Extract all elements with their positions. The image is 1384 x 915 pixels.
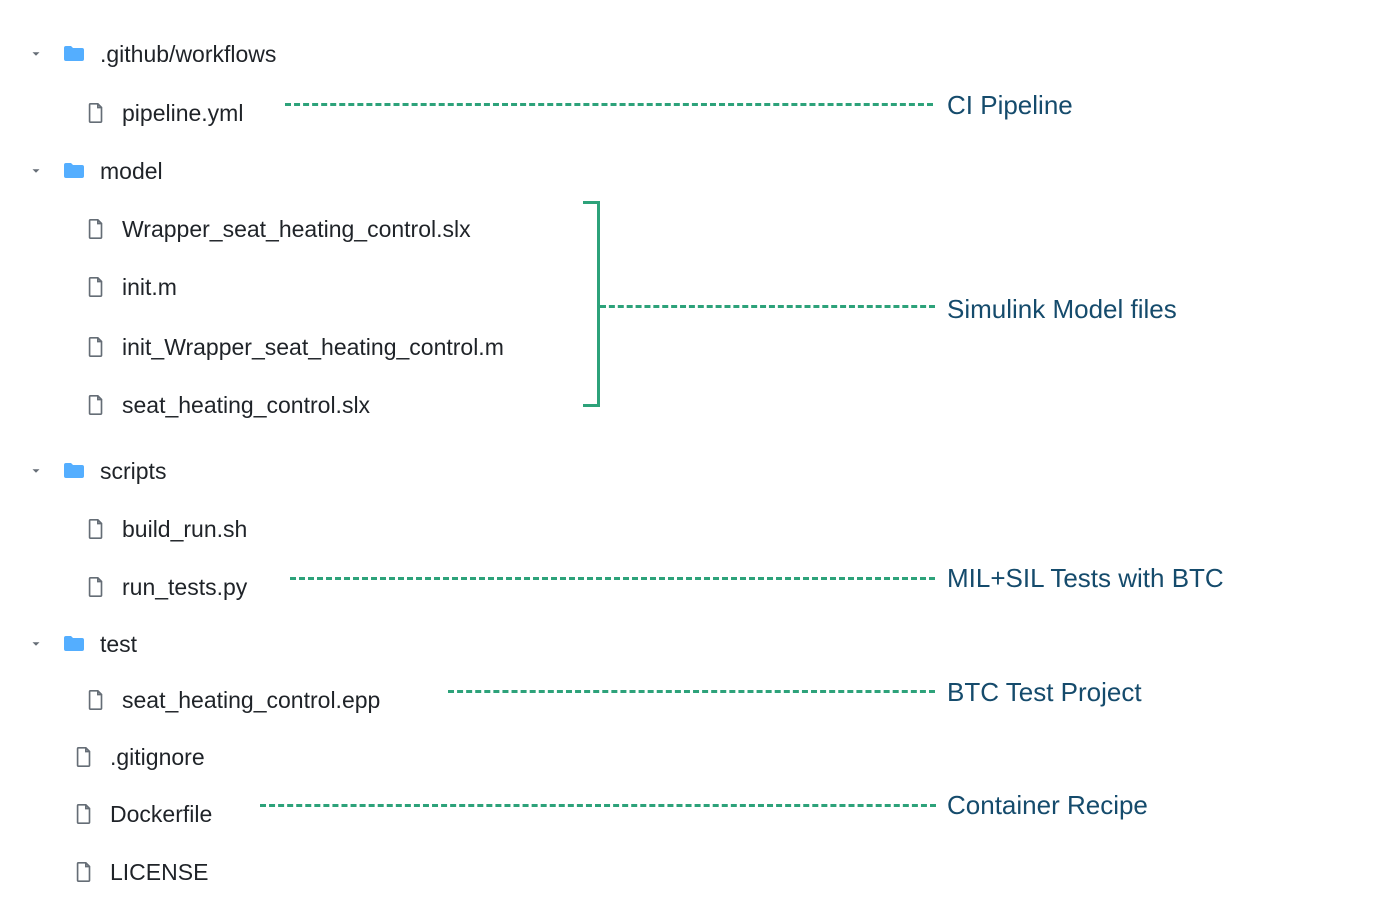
folder-row-github-workflows[interactable]: .github/workflows [20,38,276,70]
connector-pipeline [285,103,933,106]
annotation-ci-pipeline: CI Pipeline [947,90,1073,121]
file-icon [82,102,110,124]
file-icon [70,803,98,825]
file-label: .gitignore [110,744,205,771]
bracket-vertical [597,201,600,407]
file-label: seat_heating_control.slx [122,392,370,419]
folder-label: .github/workflows [100,41,276,68]
file-row-dockerfile[interactable]: Dockerfile [20,798,212,830]
chevron-down-icon [28,163,44,179]
file-tree-diagram: .github/workflows pipeline.yml model Wra… [20,20,1364,895]
file-row-gitignore[interactable]: .gitignore [20,741,205,773]
folder-row-test[interactable]: test [20,628,137,660]
file-label: run_tests.py [122,574,247,601]
bracket-top-tick [583,201,600,204]
folder-label: scripts [100,458,166,485]
file-icon [82,394,110,416]
connector-run-tests [290,577,935,580]
annotation-mil-sil-tests: MIL+SIL Tests with BTC [947,563,1224,594]
connector-dockerfile [260,804,936,807]
file-label: Dockerfile [110,801,212,828]
folder-icon [60,459,88,483]
folder-label: model [100,158,163,185]
bracket-bottom-tick [583,404,600,407]
file-row-wrapper-slx[interactable]: Wrapper_seat_heating_control.slx [20,213,471,245]
folder-label: test [100,631,137,658]
file-label: build_run.sh [122,516,247,543]
file-label: init.m [122,274,177,301]
file-row-pipeline-yml[interactable]: pipeline.yml [20,97,243,129]
annotation-container-recipe: Container Recipe [947,790,1148,821]
file-icon [70,746,98,768]
file-row-license[interactable]: LICENSE [20,856,208,888]
file-icon [82,336,110,358]
file-label: pipeline.yml [122,100,243,127]
file-label: LICENSE [110,859,208,886]
chevron-down-icon [28,636,44,652]
folder-row-scripts[interactable]: scripts [20,455,166,487]
folder-icon [60,159,88,183]
file-label: Wrapper_seat_heating_control.slx [122,216,471,243]
file-row-seat-heating-slx[interactable]: seat_heating_control.slx [20,389,370,421]
file-icon [82,576,110,598]
file-label: seat_heating_control.epp [122,687,380,714]
file-icon [82,689,110,711]
file-row-seat-heating-epp[interactable]: seat_heating_control.epp [20,684,380,716]
connector-epp [448,690,935,693]
chevron-down-icon [28,463,44,479]
folder-icon [60,632,88,656]
file-row-init-m[interactable]: init.m [20,271,177,303]
folder-icon [60,42,88,66]
file-icon [82,518,110,540]
file-label: init_Wrapper_seat_heating_control.m [122,334,504,361]
file-icon [82,276,110,298]
chevron-down-icon [28,46,44,62]
connector-model-files [600,305,935,308]
file-row-build-run-sh[interactable]: build_run.sh [20,513,247,545]
annotation-simulink-model: Simulink Model files [947,294,1177,325]
annotation-btc-test-project: BTC Test Project [947,677,1142,708]
folder-row-model[interactable]: model [20,155,163,187]
file-row-run-tests-py[interactable]: run_tests.py [20,571,247,603]
file-icon [70,861,98,883]
file-row-init-wrapper-m[interactable]: init_Wrapper_seat_heating_control.m [20,331,504,363]
file-icon [82,218,110,240]
